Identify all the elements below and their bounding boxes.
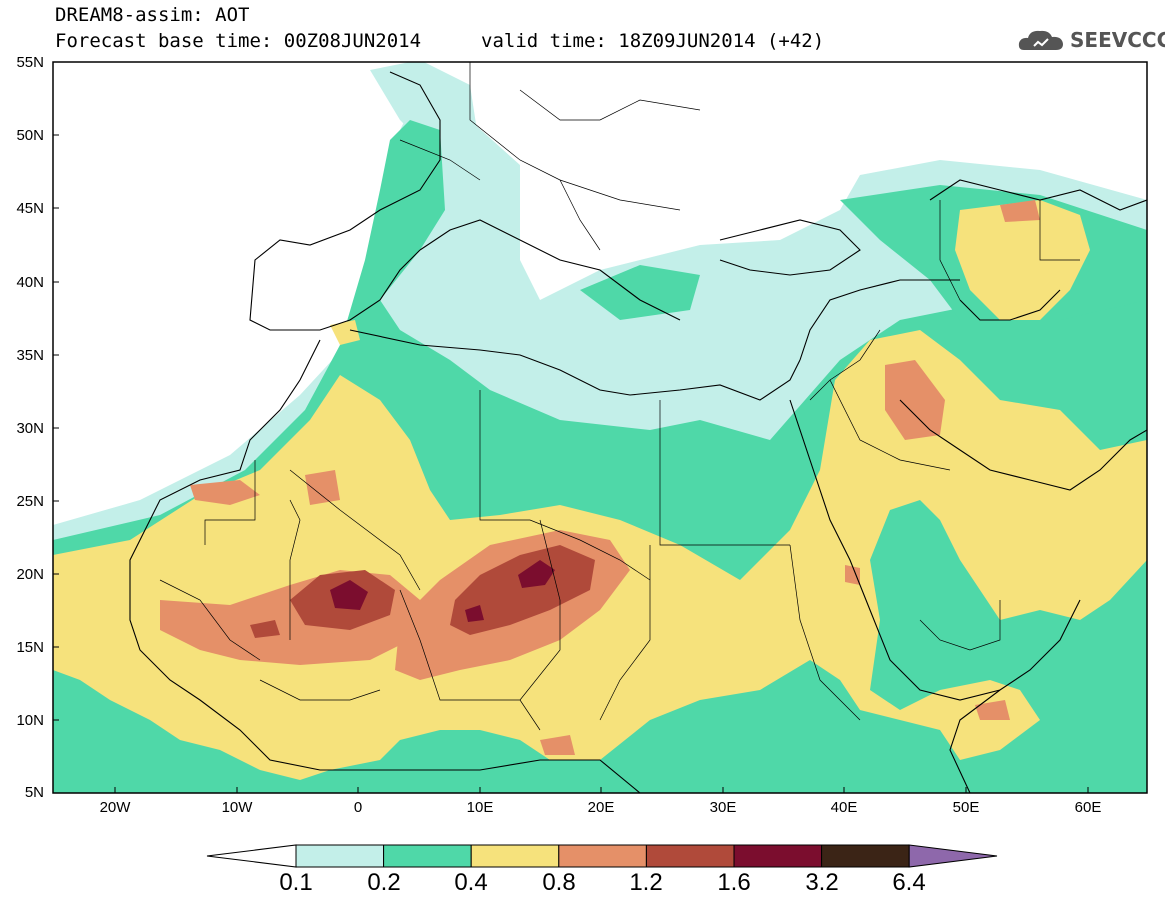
colorbar-label: 0.1 <box>279 869 313 896</box>
lon-label: 10W <box>221 799 253 816</box>
lat-label: 45N <box>16 200 44 217</box>
lon-label: 40E <box>830 799 858 816</box>
coastlines <box>129 71 1147 793</box>
colorbar-label: 3.2 <box>805 869 839 896</box>
colorbar-label: 1.2 <box>629 869 663 896</box>
cloud-logo-icon <box>1018 30 1063 50</box>
lon-label: 60E <box>1074 799 1102 816</box>
valid-time: valid time: 18Z09JUN2014 (+42) <box>481 30 825 52</box>
lat-label: 15N <box>16 639 44 656</box>
lat-label: 20N <box>16 566 44 583</box>
forecast-base-time: Forecast base time: 00Z08JUN2014 <box>55 30 422 52</box>
colorbar-label: 1.6 <box>717 869 751 896</box>
lon-label: 50E <box>952 799 980 816</box>
lat-label: 55N <box>16 54 44 71</box>
lat-label: 40N <box>16 274 44 291</box>
lat-label: 10N <box>16 712 44 729</box>
axis-ticks <box>53 61 1089 793</box>
lat-label: 35N <box>16 347 44 364</box>
map-title: DREAM8-assim: AOT <box>55 4 250 26</box>
lon-label: 20E <box>587 799 615 816</box>
lon-label: 10E <box>466 799 494 816</box>
lon-label: 20W <box>99 799 131 816</box>
aot-level-1.6 <box>330 560 555 622</box>
lon-label: 0 <box>353 799 363 816</box>
logo-text: SEEVCCC <box>1070 28 1165 52</box>
colorbar-label: 0.4 <box>454 869 488 896</box>
lat-label: 30N <box>16 420 44 437</box>
country-borders <box>159 62 1080 731</box>
lon-label: 30E <box>709 799 737 816</box>
colorbar-label: 0.8 <box>542 869 576 896</box>
lat-label: 5N <box>24 784 44 801</box>
lat-label: 50N <box>16 127 44 144</box>
lat-label: 25N <box>16 493 44 510</box>
colorbar-label: 0.2 <box>367 869 401 896</box>
colorbar-label: 6.4 <box>892 869 926 896</box>
